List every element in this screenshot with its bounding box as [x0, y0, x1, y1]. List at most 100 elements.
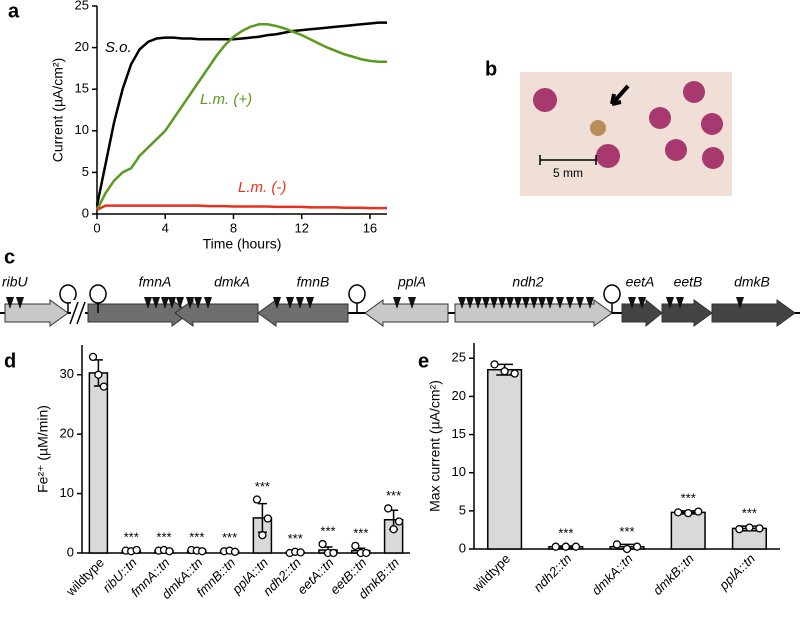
data-point [165, 547, 174, 556]
data-point [362, 548, 371, 558]
panel-label: b [485, 58, 497, 80]
line-series [96, 204, 387, 211]
data-point [551, 542, 560, 551]
y-tick-label: 15 [452, 426, 466, 441]
data-point [99, 382, 108, 391]
transposon-insertion [490, 297, 498, 309]
gene-arrow [257, 299, 349, 327]
transposon-insertion [498, 297, 506, 309]
series-label: S.o. [105, 39, 132, 56]
data-point [622, 544, 632, 554]
data-point [351, 541, 360, 551]
colony [665, 139, 687, 161]
y-tick-label: 20 [75, 39, 89, 54]
transposon-insertion [556, 297, 564, 309]
data-point [510, 369, 519, 378]
gene-label: eetB [674, 274, 703, 290]
transposon-insertion [161, 297, 169, 309]
gene-arrow [4, 299, 69, 327]
gene-label: dmkB [734, 274, 770, 290]
significance: *** [255, 479, 270, 494]
transposon-insertion [522, 297, 530, 309]
terminator [89, 284, 107, 304]
colorless-colony [590, 120, 606, 136]
data-point [389, 525, 398, 534]
y-tick-label: 20 [452, 388, 466, 403]
x-tick-label: dmkB::tn [650, 551, 697, 598]
colony [702, 147, 724, 169]
transposon-insertion [393, 297, 401, 309]
x-tick-label: 12 [294, 220, 308, 235]
data-point [263, 514, 272, 523]
y-axis-label: Max current (µA/cm²) [427, 380, 443, 512]
transposon-insertion [474, 297, 482, 309]
colony [533, 88, 557, 112]
y-axis-label: Current (µA/cm²) [50, 58, 66, 163]
data-point [258, 531, 267, 540]
transposon-insertion [204, 297, 212, 309]
data-point [612, 540, 622, 549]
data-point [571, 542, 581, 551]
transposon-insertion [576, 297, 584, 309]
significance: *** [222, 530, 237, 545]
transposon-insertion [273, 297, 281, 309]
x-tick-label: wildtype [62, 555, 107, 600]
significance: *** [320, 524, 335, 539]
gene-arrow [174, 299, 259, 327]
data-point [384, 504, 393, 513]
significance: *** [189, 529, 204, 544]
significance: *** [288, 531, 303, 546]
data-point [318, 539, 327, 549]
transposon-insertion [176, 297, 184, 309]
significance: *** [742, 506, 757, 521]
transposon-insertion [144, 297, 152, 309]
terminator [603, 284, 621, 304]
transposon-insertion [538, 297, 546, 309]
gene-label: fmnA [139, 274, 172, 290]
transposon-insertion [296, 297, 304, 309]
transposon-insertion [506, 297, 514, 309]
gene-arrow [661, 299, 713, 327]
x-tick-label: ndh2::tn [531, 551, 575, 595]
data-point [684, 508, 693, 518]
series-label: L.m. (+) [200, 91, 252, 108]
y-tick-label: 25 [75, 0, 89, 12]
transposon-insertion [194, 297, 202, 309]
x-axis-label: Time (hours) [203, 236, 282, 252]
y-tick-label: 5 [82, 164, 89, 179]
y-tick-label: 30 [60, 366, 74, 381]
photo: 5 mm [520, 72, 732, 196]
series-label: L.m. (-) [238, 179, 286, 196]
transposon-insertion [666, 297, 674, 309]
y-tick-label: 0 [82, 205, 89, 220]
transposon-insertion [168, 297, 176, 309]
data-point [500, 367, 509, 376]
transposon-insertion [628, 297, 636, 309]
data-point [94, 370, 103, 379]
y-tick-label: 0 [67, 544, 74, 559]
transposon-insertion [482, 297, 490, 309]
y-tick-label: 20 [60, 426, 74, 441]
colony [649, 107, 671, 129]
transposon-insertion [306, 297, 314, 309]
bar [88, 372, 109, 554]
x-tick-label: 16 [363, 220, 377, 235]
y-tick-label: 0 [459, 540, 466, 555]
transposon-insertion [466, 297, 474, 309]
panel-label: c [4, 246, 15, 268]
data-point [490, 360, 499, 369]
scale-label: 5 mm [553, 166, 583, 180]
x-tick-label: dmkA::tn [589, 551, 636, 598]
data-point [252, 495, 262, 504]
y-tick-label: 10 [452, 464, 466, 479]
transposon-insertion [736, 297, 744, 309]
gene-label: dmkA [214, 274, 250, 290]
y-tick-label: 5 [459, 502, 466, 517]
transposon-insertion [186, 297, 194, 309]
data-point [394, 517, 404, 526]
transposon-insertion [676, 297, 684, 309]
panel-label: d [4, 350, 16, 372]
terminator [348, 284, 366, 304]
gene-label: ribU [2, 274, 29, 290]
